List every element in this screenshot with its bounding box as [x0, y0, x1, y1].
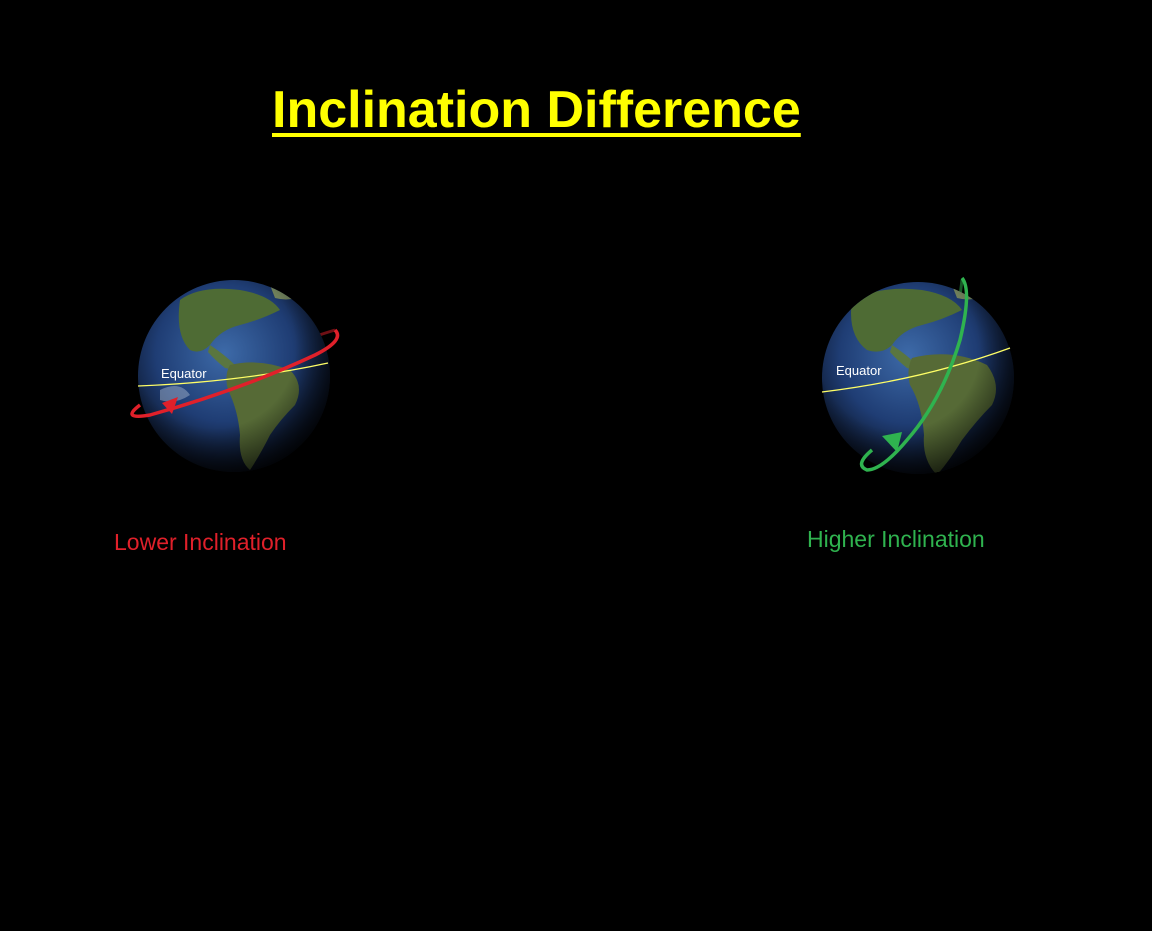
diagram-title: Inclination Difference [272, 81, 801, 139]
caption-lower-inclination: Lower Inclination [114, 529, 287, 555]
equator-label: Equator [161, 366, 207, 381]
caption-higher-inclination: Higher Inclination [807, 526, 985, 552]
earth-shading [138, 280, 330, 472]
orbit-arrowhead [162, 397, 178, 414]
equator-line [821, 347, 1011, 393]
earth-shading [822, 282, 1014, 474]
globe-lower-svg: Equator [130, 280, 340, 472]
orbit-front [130, 328, 340, 418]
equator-line [137, 362, 329, 387]
globe-higher-inclination: Equator [812, 270, 1032, 490]
equator-label: Equator [836, 363, 882, 378]
orbit-front [859, 276, 969, 472]
globe-higher-svg: Equator [821, 276, 1014, 474]
globe-lower-inclination: Equator [120, 270, 360, 490]
orbit-arrowhead [882, 432, 902, 452]
